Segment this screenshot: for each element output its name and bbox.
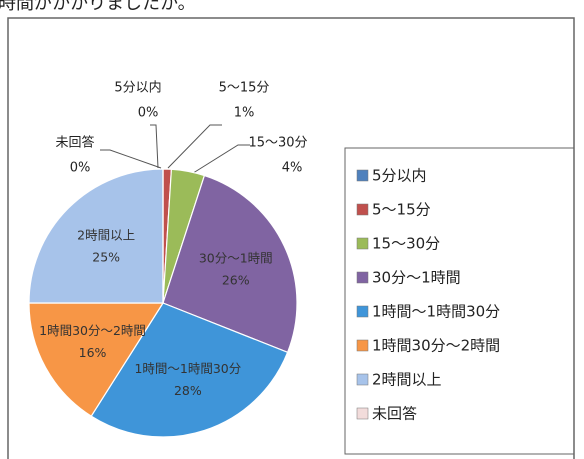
legend: 5分以内 5～15分 15～30分 30分～1時間 1時間～1時間30分 1時間30分～2… bbox=[356, 167, 500, 423]
slice-label: 15～30分 bbox=[248, 136, 307, 151]
labels: 5分以内 0% 5～15分 1% 15～30分 4% 30分～1時間 26% 1時間～1時間30… bbox=[39, 80, 307, 398]
legend-label: 15～30分 bbox=[372, 235, 440, 253]
leader-lines bbox=[100, 124, 250, 176]
pie bbox=[28, 168, 298, 438]
slice-value: 1% bbox=[234, 106, 255, 121]
pie-slice bbox=[90, 302, 289, 438]
legend-swatch bbox=[356, 169, 369, 182]
slice-value: 16% bbox=[79, 345, 107, 360]
legend-swatch bbox=[356, 203, 369, 216]
slice-value: 26% bbox=[222, 272, 250, 287]
legend-label: 1時間～1時間30分 bbox=[372, 303, 500, 321]
legend-label: 2時間以上 bbox=[372, 371, 442, 389]
legend-swatch bbox=[356, 237, 369, 250]
pie-slice bbox=[162, 174, 298, 354]
heading: い時間がかかりましたか。 bbox=[0, 0, 196, 14]
slice-value: 28% bbox=[174, 383, 202, 398]
slice-value: 0% bbox=[138, 106, 159, 121]
legend-swatch bbox=[356, 305, 369, 318]
slice-value: 0% bbox=[70, 161, 91, 176]
legend-label: 5分以内 bbox=[372, 167, 427, 185]
slice-label: 1時間～1時間30分 bbox=[134, 361, 241, 376]
legend-label: 30分～1時間 bbox=[372, 269, 461, 287]
legend-swatch bbox=[356, 373, 369, 386]
slice-label: 未回答 bbox=[55, 135, 94, 151]
slice-label: 30分～1時間 bbox=[199, 250, 273, 265]
legend-label: 未回答 bbox=[372, 405, 417, 423]
pie-slice bbox=[28, 302, 165, 417]
slice-value: 25% bbox=[92, 250, 120, 265]
slice-label: 2時間以上 bbox=[77, 228, 135, 243]
slice-label: 1時間30分～2時間 bbox=[39, 323, 146, 338]
legend-swatch bbox=[356, 271, 369, 284]
legend-frame bbox=[344, 147, 575, 455]
pie-slice bbox=[28, 168, 164, 304]
legend-swatch bbox=[356, 339, 369, 352]
legend-label: 1時間30分～2時間 bbox=[372, 337, 500, 355]
slice-label: 5分以内 bbox=[114, 80, 161, 96]
legend-label: 5～15分 bbox=[372, 201, 431, 219]
legend-swatch bbox=[356, 407, 369, 420]
slice-label: 5～15分 bbox=[219, 81, 270, 96]
slice-value: 4% bbox=[282, 161, 303, 176]
